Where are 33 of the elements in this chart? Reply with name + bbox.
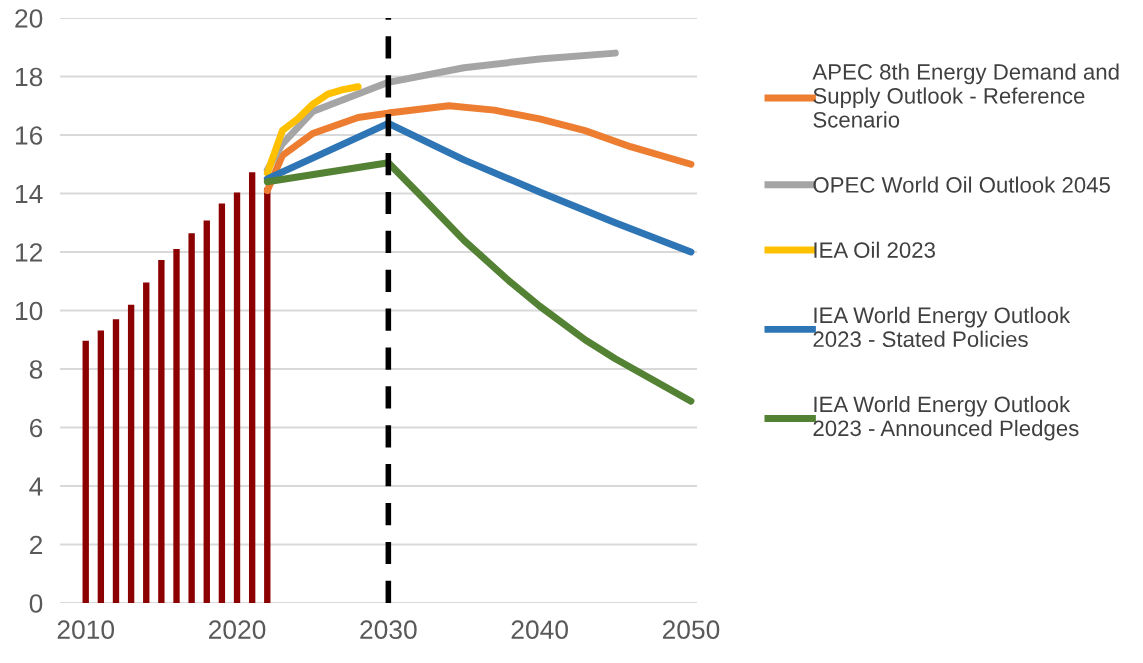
bar [97, 330, 105, 603]
y-tick-label: 16 [16, 126, 43, 145]
y-tick-label: 20 [15, 9, 43, 28]
y-tick-label: 4 [29, 477, 43, 496]
y-tick-label: 0 [29, 594, 43, 613]
bar [218, 203, 226, 603]
bar [127, 304, 135, 603]
y-tick-label: 8 [29, 360, 43, 379]
x-tick-label: 2040 [511, 620, 568, 640]
legend-label: APEC 8th Energy Demand and Supply Outlook - Reference Scenario [812, 63, 1119, 128]
y-tick-label: 2 [29, 535, 43, 555]
bar [112, 319, 120, 603]
x-tick-label: 2030 [360, 620, 417, 640]
y-tick-label: 6 [30, 418, 43, 438]
x-tick-label: 2010 [57, 620, 115, 640]
x-tick-label: 2020 [209, 620, 266, 640]
legend-label: IEA Oil 2023 [814, 241, 935, 258]
legend-label: IEA World Energy Outlook 2023 - Announced Pledges [813, 395, 1079, 441]
bar [203, 220, 210, 603]
bar [248, 172, 256, 603]
x-tick-label: 2050 [662, 620, 720, 640]
y-tick-label: 18 [16, 67, 43, 87]
y-tick-label: 14 [16, 184, 43, 204]
legend-label: OPEC World Oil Outlook 2045 [813, 176, 1110, 193]
y-tick-label: 12 [16, 243, 43, 262]
bar [82, 340, 89, 603]
y-tick-label: 10 [16, 301, 43, 321]
bar [158, 259, 165, 603]
bar [173, 249, 180, 603]
bar [188, 233, 195, 603]
legend-label: IEA World Energy Outlook 2023 - Stated Policies [813, 306, 1071, 348]
bar [233, 192, 241, 603]
bar [143, 282, 150, 603]
